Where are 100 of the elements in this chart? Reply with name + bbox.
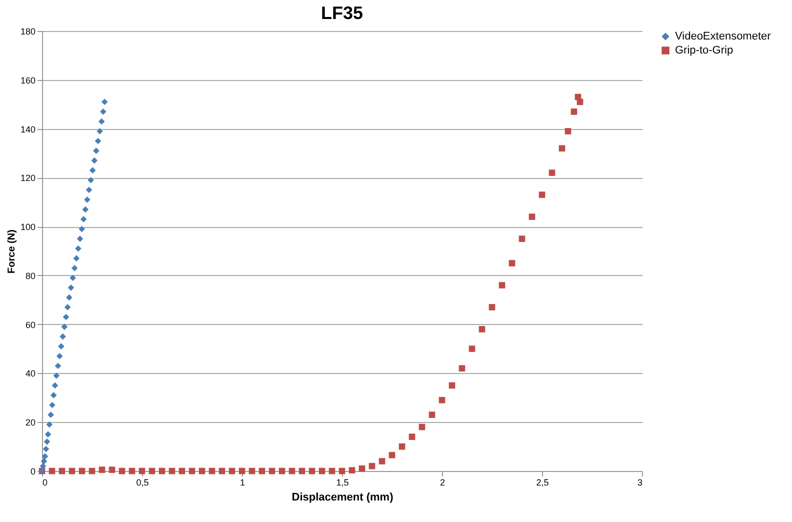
point (198, 468, 206, 474)
y-tick-label: 0 (30, 466, 36, 476)
y-axis-title: Force (N) (6, 230, 18, 274)
point (388, 452, 396, 458)
point (80, 216, 87, 222)
point (50, 392, 57, 398)
y-tick-label: 180 (20, 26, 36, 36)
point (318, 468, 326, 474)
chart-title: LF35 (320, 3, 364, 23)
point (54, 362, 62, 370)
point (558, 145, 566, 152)
point (40, 458, 48, 464)
point (398, 443, 406, 450)
point (89, 167, 96, 174)
y-tick-label: 20 (25, 418, 36, 428)
point (98, 118, 105, 125)
point (76, 236, 84, 242)
point (44, 438, 50, 445)
point (168, 468, 176, 474)
point (101, 98, 108, 106)
x-tick-label: 3 (637, 478, 642, 488)
point (548, 170, 556, 176)
y-tick-label: 160 (20, 75, 36, 86)
point (100, 108, 106, 115)
point (68, 284, 74, 291)
point (42, 453, 48, 460)
point (68, 468, 76, 474)
point (238, 468, 246, 474)
point (44, 431, 52, 438)
x-tick-label: 1,5 (336, 478, 349, 488)
point (49, 402, 56, 408)
point (61, 324, 68, 330)
point (298, 468, 306, 474)
point (378, 458, 386, 464)
point (418, 424, 426, 430)
point (508, 260, 516, 266)
point (428, 412, 436, 418)
legend-label: VideoExtensometer (675, 30, 772, 42)
point (358, 465, 366, 472)
point (288, 468, 296, 474)
y-tick-label: 80 (25, 270, 36, 281)
point (188, 468, 196, 474)
point (458, 365, 466, 372)
point (488, 304, 496, 310)
point (88, 176, 94, 184)
point (278, 468, 286, 474)
point (48, 412, 54, 418)
y-tick-label: 60 (25, 320, 36, 330)
x-tick-label: 2 (440, 478, 446, 488)
point (338, 468, 346, 474)
point (46, 421, 53, 428)
point (528, 214, 536, 220)
x-tick-label: 0 (42, 478, 48, 488)
point (75, 245, 82, 252)
point (98, 466, 106, 473)
point (208, 468, 216, 474)
point (58, 468, 66, 474)
point (78, 468, 86, 474)
point (48, 468, 56, 474)
point (438, 396, 446, 404)
x-axis-title: Displacement (mm) (292, 492, 394, 504)
point (96, 128, 103, 134)
point (258, 468, 266, 474)
point (564, 128, 572, 134)
point (328, 468, 336, 474)
point (108, 466, 116, 473)
point (93, 148, 100, 154)
point (128, 468, 136, 474)
point (408, 434, 416, 440)
y-tick-label: 120 (20, 173, 36, 184)
point (58, 343, 64, 350)
point (94, 138, 102, 144)
point (62, 314, 70, 320)
point (88, 468, 96, 474)
point (64, 304, 71, 310)
point (40, 462, 46, 470)
point (518, 236, 526, 242)
point (42, 446, 50, 452)
point (60, 333, 66, 340)
x-tick-label: 0,5 (136, 478, 149, 488)
x-tick-label: 2,5 (536, 478, 549, 488)
point (158, 468, 166, 474)
point (138, 468, 146, 474)
point (478, 326, 486, 332)
point (368, 462, 376, 470)
point (448, 382, 456, 389)
point (70, 274, 76, 282)
point (498, 282, 506, 288)
point (468, 346, 476, 352)
point (52, 382, 58, 389)
point (84, 196, 90, 203)
point (178, 468, 186, 474)
point (71, 264, 78, 272)
point (66, 294, 72, 301)
point (248, 468, 256, 474)
point (86, 186, 92, 194)
legend-label: Grip-to-Grip (675, 44, 734, 56)
point (78, 226, 85, 232)
point (228, 468, 236, 474)
point (53, 372, 60, 379)
